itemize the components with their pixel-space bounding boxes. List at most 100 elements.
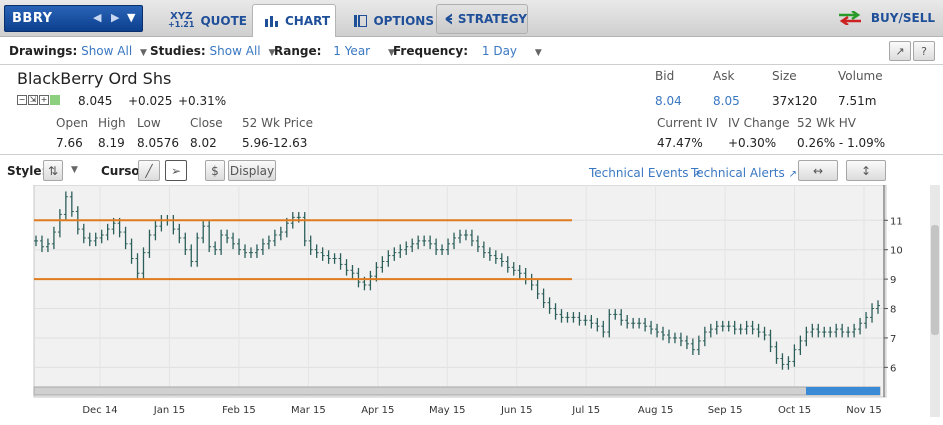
- y-tick-label: 11: [890, 216, 903, 227]
- external-link-icon: ↗: [788, 169, 797, 180]
- help-button[interactable]: ?: [913, 41, 935, 61]
- range-label: Range:: [274, 44, 322, 58]
- ohlc-style-icon[interactable]: ⇅: [43, 160, 63, 181]
- frequency-select[interactable]: Frequency: 1 Day ▼: [393, 44, 542, 58]
- options-icon: [354, 14, 368, 27]
- tab-quote[interactable]: XYZ +1.21 QUOTE: [160, 4, 252, 37]
- close-label: Close: [190, 116, 223, 130]
- expand-icon[interactable]: ⇲: [28, 95, 38, 105]
- x-tick-label: Oct 15: [778, 405, 811, 416]
- x-tick-label: Nov 15: [846, 405, 881, 416]
- x-axis: Dec 14 Jan 15 Feb 15 Mar 15 Apr 15 May 15 Jun …: [82, 405, 881, 416]
- volume-label: Volume: [838, 69, 883, 83]
- time-scroller[interactable]: [33, 386, 881, 396]
- tab-strategy-label: STRATEGY: [457, 12, 527, 26]
- symbol-selector[interactable]: BBRY ◀ ▶ ▼: [4, 5, 143, 32]
- open-label: Open: [56, 116, 89, 130]
- y-tick-label: 6: [890, 363, 896, 374]
- studies-label: Studies:: [150, 44, 206, 58]
- wk52-value: 5.96-12.63: [242, 136, 308, 150]
- popout-icon[interactable]: ↗: [889, 41, 911, 61]
- low-label: Low: [137, 116, 161, 130]
- technical-alerts-link[interactable]: Technical Alerts ↗: [691, 166, 797, 180]
- y-tick-label: 7: [890, 334, 896, 345]
- x-tick-label: Jun 15: [500, 405, 533, 416]
- x-tick-label: Sep 15: [708, 405, 743, 416]
- ask-value[interactable]: 8.05: [713, 94, 740, 108]
- dollar-button[interactable]: $: [205, 160, 225, 181]
- chart-toolbar: Drawings: Show All ▼ Studies: Show All ▼…: [0, 38, 943, 65]
- tab-strategy[interactable]: STRATEGY: [436, 4, 528, 34]
- quote-icon: XYZ +1.21: [168, 10, 195, 29]
- frequency-label: Frequency:: [393, 44, 469, 58]
- high-label: High: [98, 116, 126, 130]
- drawings-value[interactable]: Show All: [81, 44, 133, 58]
- drawings-select[interactable]: Drawings: Show All ▼: [9, 44, 147, 58]
- chart-controls: Style: ⇅ ▼ Cursor: ╱ ➢ $ Display Technic…: [0, 157, 943, 185]
- chevron-down-icon[interactable]: ▼: [139, 48, 147, 58]
- price-chart[interactable]: 6 7 8 9 10 11 Dec 14 Jan 15 Feb 15 Mar 15 Apr 15 M…: [0, 184, 943, 425]
- top-nav: BBRY ◀ ▶ ▼ XYZ +1.21 QUOTE CHART OPTIONS…: [0, 0, 943, 37]
- chart-svg[interactable]: 6 7 8 9 10 11 Dec 14 Jan 15 Feb 15 Mar 15 Apr 15 M…: [0, 184, 943, 425]
- tab-options[interactable]: OPTIONS: [342, 4, 434, 37]
- external-link-icon: ↗: [692, 169, 701, 180]
- next-symbol-icon[interactable]: ▶: [111, 11, 120, 24]
- x-tick-label: Dec 14: [82, 405, 117, 416]
- style-label: Style:: [7, 164, 47, 178]
- toolbar-icons: ↗ ?: [889, 41, 935, 61]
- hv-value: 0.26% - 1.09%: [797, 136, 886, 150]
- bar-chart-icon: [265, 16, 278, 27]
- style-dropdown-icon[interactable]: ▼: [71, 165, 78, 175]
- y-tick-label: 9: [890, 275, 896, 286]
- tab-quote-label: QUOTE: [200, 13, 247, 28]
- chevron-down-icon[interactable]: ▼: [268, 48, 276, 58]
- prev-symbol-icon[interactable]: ◀: [93, 11, 102, 24]
- price-change-pct: +0.31%: [178, 94, 227, 108]
- low-value: 8.0576: [137, 136, 179, 150]
- line-cursor-icon[interactable]: ╱: [138, 160, 160, 181]
- display-button[interactable]: Display: [228, 160, 276, 181]
- close-value: 8.02: [190, 136, 217, 150]
- technical-alerts-label: Technical Alerts: [691, 166, 785, 180]
- symbol-text: BBRY: [12, 11, 53, 26]
- range-value[interactable]: 1 Year: [333, 44, 371, 58]
- studies-value[interactable]: Show All: [209, 44, 261, 58]
- tab-chart[interactable]: CHART: [252, 4, 336, 37]
- x-tick-label: Jan 15: [153, 405, 185, 416]
- iv-value: 47.47%: [657, 136, 703, 150]
- buy-sell-label: BUY/SELL: [870, 11, 935, 25]
- range-select[interactable]: Range: 1 Year ▼: [274, 44, 395, 58]
- buy-sell-button[interactable]: BUY/SELL: [837, 11, 935, 25]
- company-name: BlackBerry Ord Shs: [17, 69, 172, 88]
- iv-label: Current IV: [657, 116, 718, 130]
- vertical-scrollbar-thumb[interactable]: [931, 225, 939, 335]
- technical-events-link[interactable]: Technical Events ↗: [589, 166, 701, 180]
- frequency-value[interactable]: 1 Day: [481, 44, 518, 58]
- buy-sell-arrows-icon: [838, 11, 861, 25]
- bid-label: Bid: [655, 69, 675, 83]
- x-tick-label: Feb 15: [222, 405, 256, 416]
- symbol-dropdown-icon[interactable]: ▼: [127, 11, 136, 24]
- chevron-down-icon[interactable]: ▼: [534, 48, 542, 58]
- price-bars: [34, 191, 880, 370]
- y-axis: 6 7 8 9 10 11: [883, 185, 903, 397]
- expand-horizontal-icon[interactable]: ↔: [798, 160, 838, 181]
- ask-label: Ask: [713, 69, 735, 83]
- high-value: 8.19: [98, 136, 125, 150]
- x-tick-label: Mar 15: [291, 405, 326, 416]
- open-value: 7.66: [56, 136, 83, 150]
- x-tick-label: Apr 15: [361, 405, 394, 416]
- pointer-cursor-icon[interactable]: ➢: [165, 160, 187, 181]
- strategy-icon: [445, 13, 452, 25]
- collapse-icon[interactable]: −: [17, 95, 27, 105]
- studies-select[interactable]: Studies: Show All ▼: [150, 44, 275, 58]
- add-icon[interactable]: +: [39, 95, 49, 105]
- trend-lines: [34, 219, 572, 281]
- tab-chart-label: CHART: [285, 14, 331, 28]
- chevron-down-icon[interactable]: ▼: [387, 48, 395, 58]
- y-tick-label: 10: [890, 246, 903, 257]
- expand-vertical-icon[interactable]: ↕: [846, 160, 886, 181]
- bid-value[interactable]: 8.04: [655, 94, 682, 108]
- time-scroller-handle[interactable]: [806, 387, 880, 395]
- price-change: +0.025: [128, 94, 173, 108]
